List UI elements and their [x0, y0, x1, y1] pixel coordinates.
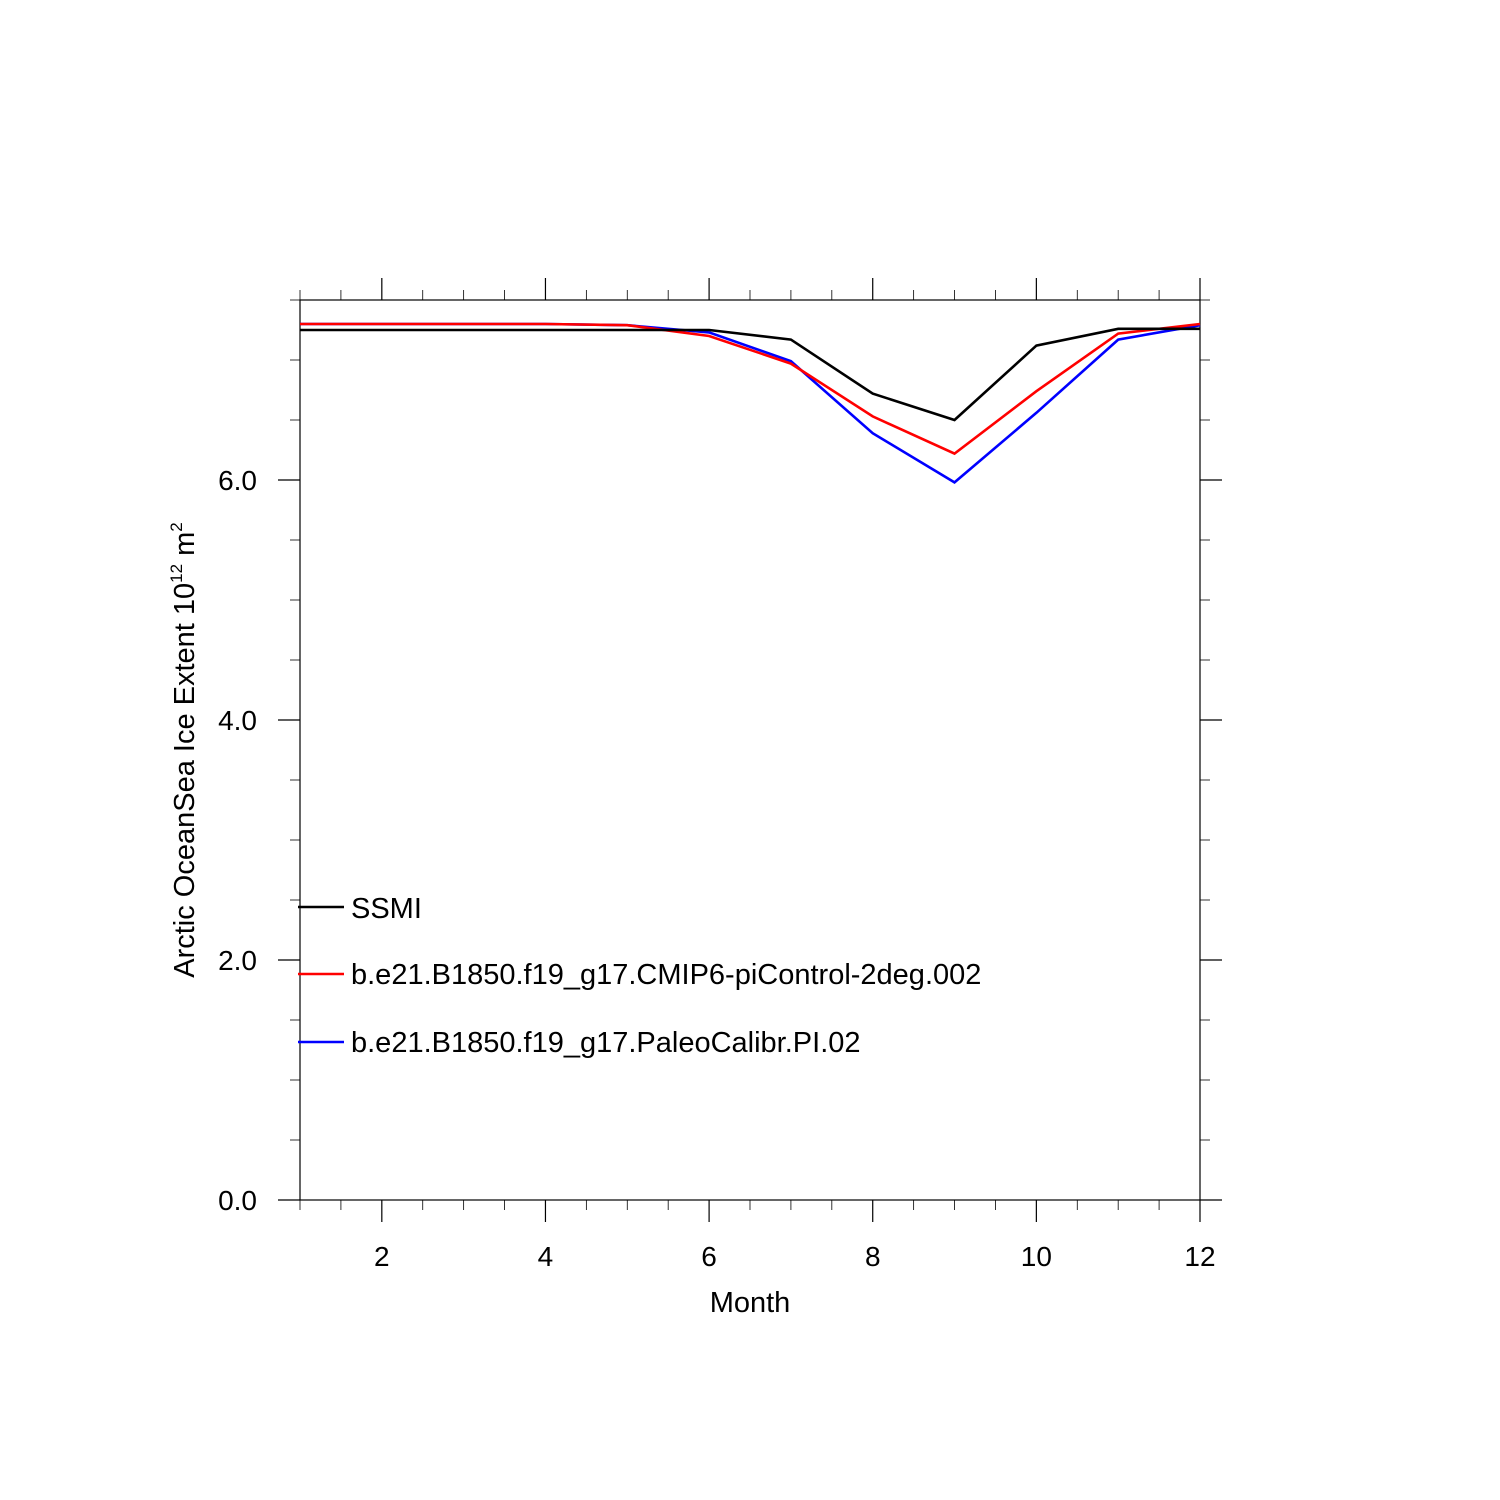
y-axis-label-unit: m [169, 532, 201, 564]
legend-label-ssmi: SSMI [351, 893, 422, 925]
series-lines [300, 322, 1201, 484]
x-tick-label: 6 [701, 1241, 717, 1272]
legend: SSMI b.e21.B1850.f19_g17.CMIP6-piControl… [298, 893, 981, 1059]
x-tick-label: 8 [865, 1241, 881, 1272]
series-line-0 [300, 327, 1200, 422]
x-axis-label: Month [710, 1287, 791, 1319]
plot-frame [299, 299, 1201, 1201]
axis-ticks [278, 278, 1222, 1222]
x-tick-label: 2 [374, 1241, 390, 1272]
y-tick-label: 0.0 [218, 1185, 257, 1216]
x-tick-labels: 2 4 6 8 10 12 [374, 1241, 1216, 1272]
y-tick-label: 6.0 [218, 465, 257, 496]
legend-label-cmip6-picontrol: b.e21.B1850.f19_g17.CMIP6-piControl-2deg… [351, 959, 981, 991]
x-tick-label: 10 [1021, 1241, 1052, 1272]
series-line-1 [300, 322, 1201, 456]
series-line-2 [300, 322, 1201, 484]
x-tick-label: 12 [1184, 1241, 1215, 1272]
x-tick-label: 4 [538, 1241, 554, 1272]
y-axis-label-unit-exponent: 2 [167, 522, 186, 531]
y-tick-label: 4.0 [218, 705, 257, 736]
y-axis-label: Arctic OceanSea Ice Extent 1012 m2 [167, 522, 201, 978]
y-axis-label-exponent: 12 [167, 564, 186, 583]
y-tick-label: 2.0 [218, 945, 257, 976]
y-tick-labels: 0.0 2.0 4.0 6.0 [218, 465, 257, 1216]
legend-label-paleocalibr: b.e21.B1850.f19_g17.PaleoCalibr.PI.02 [351, 1027, 861, 1059]
y-axis-label-main: Arctic OceanSea Ice Extent 10 [169, 583, 201, 978]
